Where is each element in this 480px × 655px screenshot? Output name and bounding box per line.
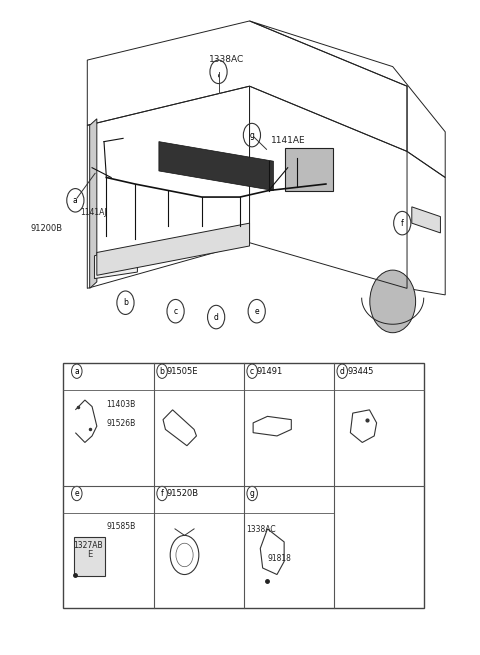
Text: c: c: [173, 307, 178, 316]
Text: g: g: [250, 130, 254, 140]
Text: e: e: [74, 489, 79, 498]
Text: b: b: [160, 367, 165, 376]
Text: 93445: 93445: [347, 367, 373, 376]
Text: E: E: [87, 550, 92, 559]
Text: a: a: [73, 196, 78, 205]
Polygon shape: [95, 246, 137, 278]
Text: 91200B: 91200B: [30, 224, 62, 233]
Text: d: d: [340, 367, 345, 376]
Text: a: a: [74, 367, 79, 376]
Circle shape: [370, 270, 416, 333]
FancyBboxPatch shape: [285, 148, 333, 191]
Text: 1338AC: 1338AC: [209, 55, 244, 64]
Text: c: c: [250, 367, 254, 376]
Text: 91491: 91491: [257, 367, 283, 376]
Text: g: g: [250, 489, 254, 498]
Text: 11403B: 11403B: [107, 400, 136, 409]
Text: 91526B: 91526B: [107, 419, 136, 428]
Polygon shape: [90, 119, 97, 288]
Polygon shape: [412, 207, 441, 233]
Text: b: b: [123, 298, 128, 307]
Polygon shape: [159, 141, 274, 191]
Text: 1338AC: 1338AC: [246, 525, 276, 534]
Text: 1141AE: 1141AE: [271, 136, 306, 145]
Text: 91505E: 91505E: [167, 367, 198, 376]
Text: 91520B: 91520B: [167, 489, 199, 498]
Polygon shape: [97, 223, 250, 275]
Text: e: e: [254, 307, 259, 316]
FancyBboxPatch shape: [63, 364, 424, 608]
Text: d: d: [214, 312, 218, 322]
Text: 91585B: 91585B: [107, 522, 136, 531]
Text: f: f: [161, 489, 164, 498]
Text: f: f: [401, 219, 404, 228]
Text: 1327AB: 1327AB: [73, 542, 103, 550]
FancyBboxPatch shape: [74, 536, 106, 576]
Text: 1141AJ: 1141AJ: [80, 208, 107, 217]
Text: 91818: 91818: [267, 555, 291, 563]
